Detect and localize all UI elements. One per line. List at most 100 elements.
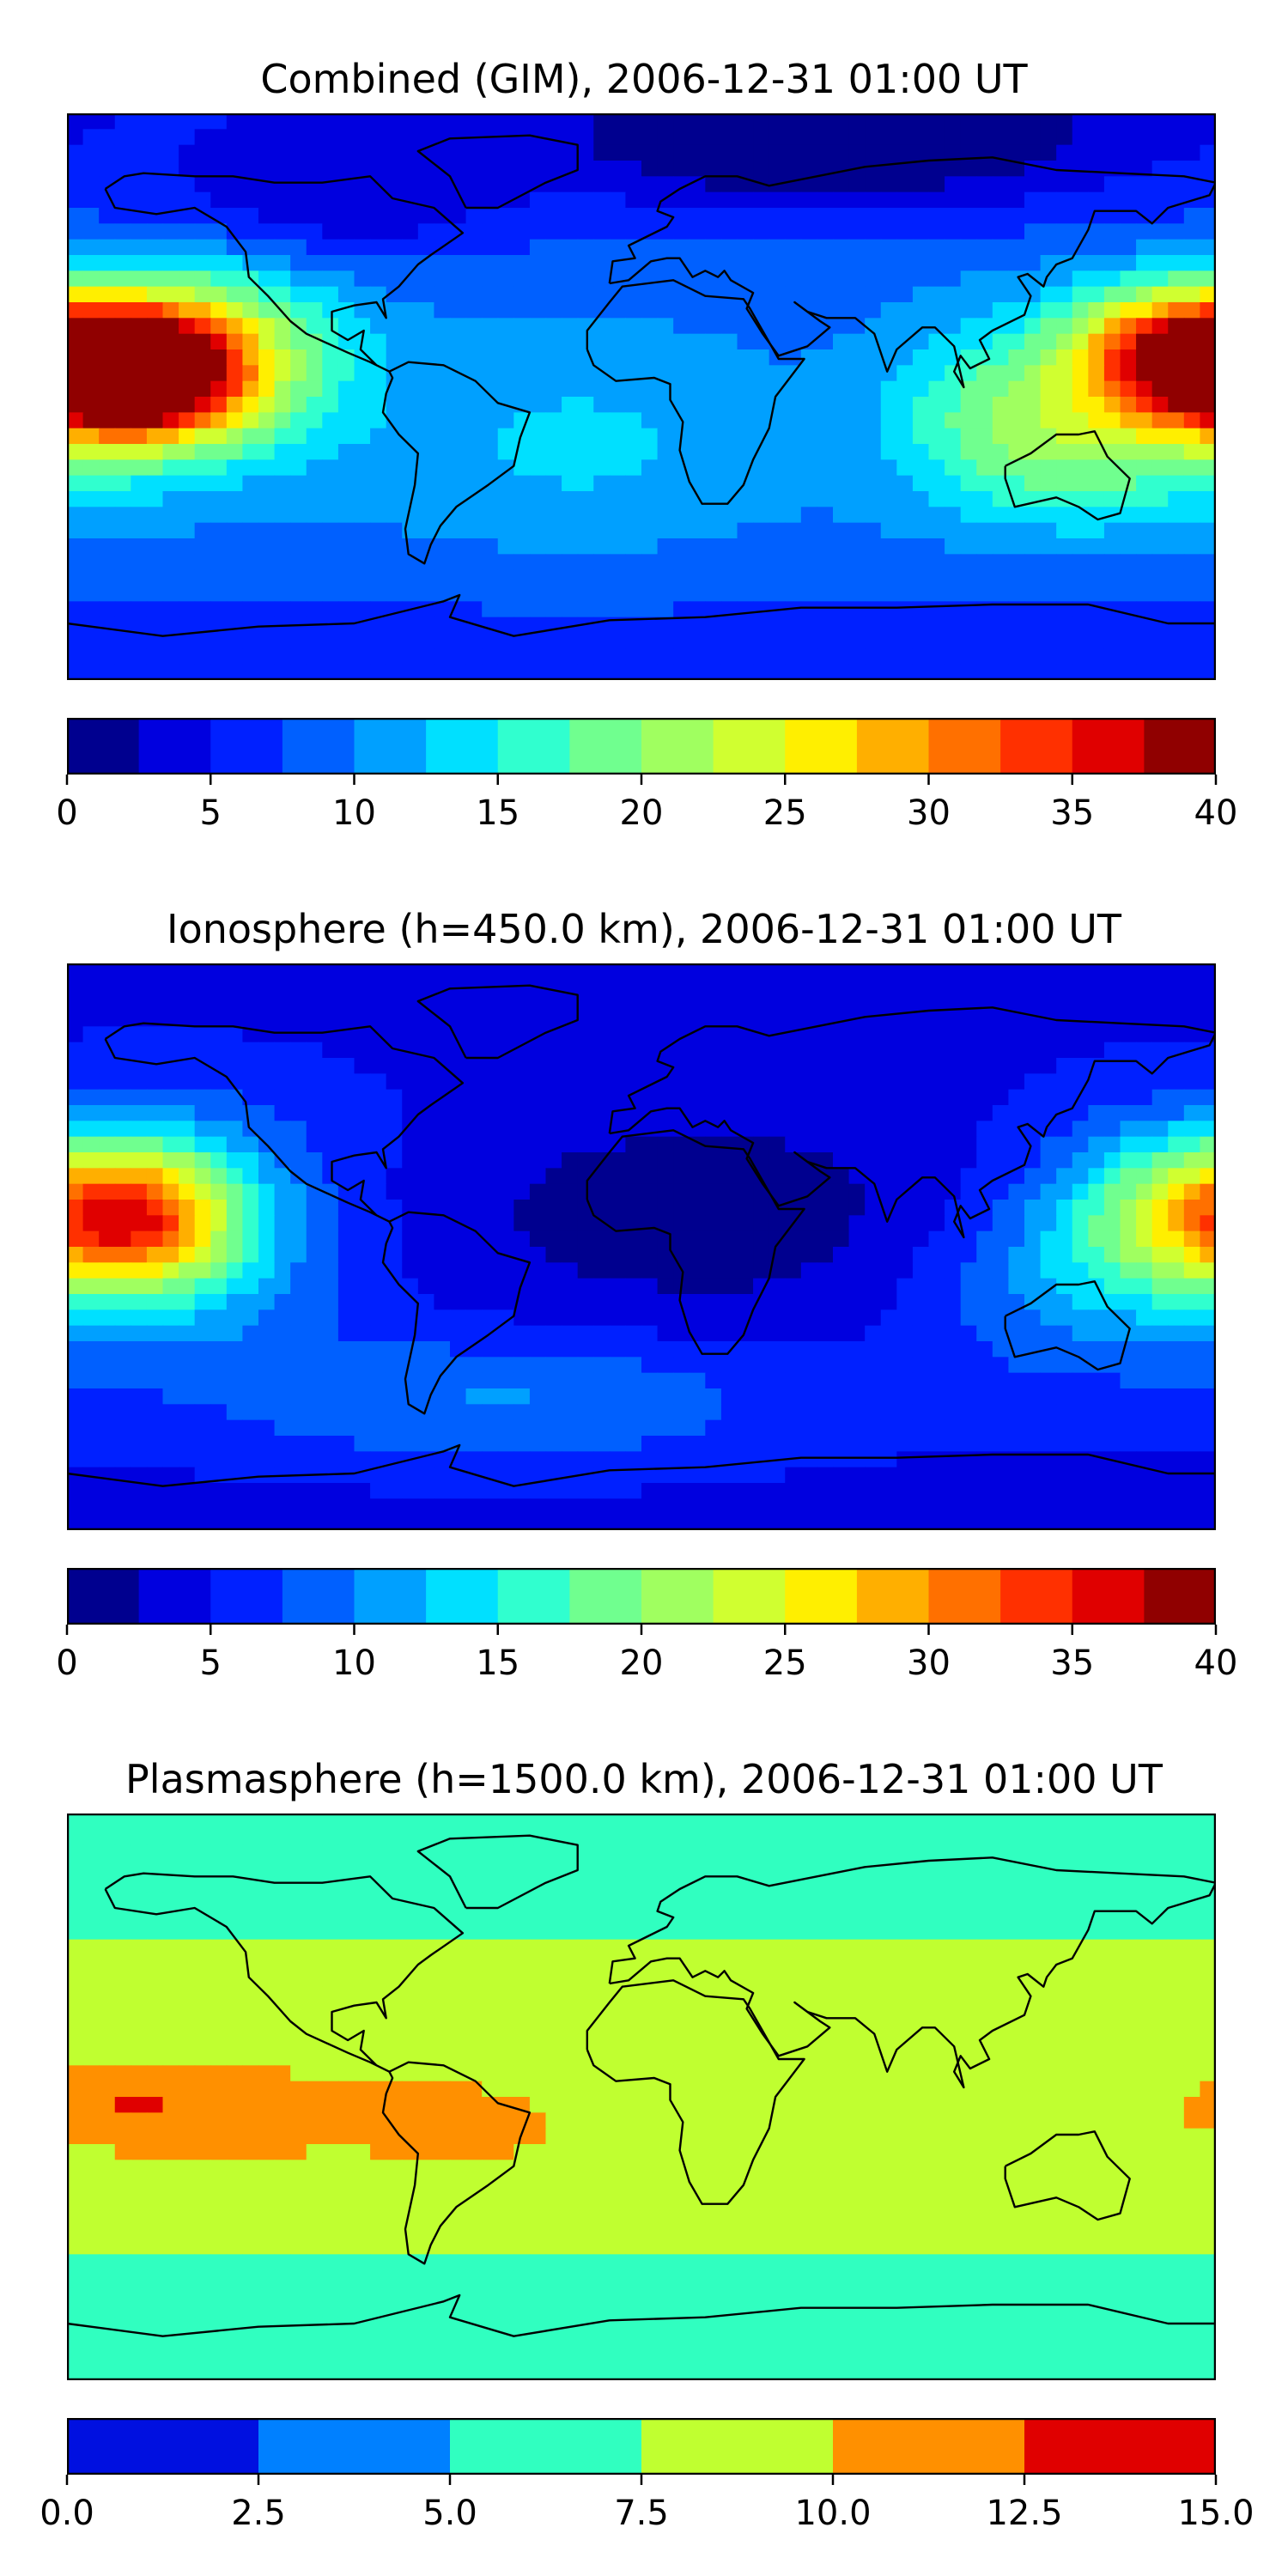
field-cell: [67, 1152, 84, 1169]
field-cell: [354, 1309, 371, 1327]
field-cell: [880, 1105, 897, 1121]
field-cell: [753, 1404, 770, 1421]
field-cell: [465, 1183, 483, 1200]
field-cell: [337, 223, 355, 240]
field-cell: [274, 1121, 291, 1138]
field-cell: [179, 286, 196, 303]
field-cell: [337, 161, 355, 177]
field-cell: [865, 1200, 882, 1216]
field-cell: [402, 648, 419, 665]
field-cell: [179, 586, 196, 602]
field-cell: [417, 1404, 435, 1421]
field-cell: [290, 586, 307, 602]
field-cell: [848, 1309, 866, 1327]
field-cell: [1056, 1058, 1073, 1074]
field-cell: [1151, 1152, 1169, 1169]
field-cell: [210, 979, 228, 996]
field-cell: [896, 664, 914, 680]
field-cell: [417, 1026, 435, 1043]
field-cell: [306, 1262, 323, 1279]
field-cell: [641, 1136, 659, 1153]
field-cell: [800, 1419, 818, 1437]
field-cell: [945, 1451, 962, 1468]
field-cell: [945, 1011, 962, 1027]
field-cell: [99, 475, 116, 492]
field-cell: [1151, 1230, 1169, 1248]
field-cell: [306, 1341, 323, 1358]
field-cell: [337, 302, 355, 319]
field-cell: [1008, 994, 1025, 1012]
field-cell: [402, 1262, 419, 1279]
field-cell: [896, 569, 914, 586]
field-cell: [833, 538, 850, 555]
field-cell: [1136, 1247, 1153, 1263]
field-cell: [800, 1105, 818, 1121]
field-cell: [194, 1136, 211, 1153]
field-cell: [625, 349, 642, 366]
field-cell: [370, 161, 387, 177]
field-cell: [1008, 1136, 1025, 1153]
field-cell: [417, 255, 435, 271]
field-cell: [976, 302, 993, 319]
field-cell: [434, 144, 451, 161]
field-cell: [179, 1215, 196, 1232]
field-cell: [194, 491, 211, 507]
field-cell: [82, 208, 100, 224]
field-cell: [434, 255, 451, 271]
coastlines: [67, 134, 1216, 637]
field-cell: [67, 1183, 84, 1200]
field-cell: [417, 176, 435, 193]
field-cell: [370, 569, 387, 586]
field-cell: [1200, 191, 1216, 209]
field-cell: [497, 444, 514, 460]
field-cell: [465, 1230, 483, 1248]
field-cell: [880, 1183, 897, 1200]
field-cell: [562, 1215, 579, 1232]
field-cell: [577, 1372, 594, 1389]
field-cell: [322, 507, 339, 524]
field-cell: [274, 333, 291, 350]
field-cell: [753, 161, 770, 177]
field-cell: [82, 1200, 100, 1216]
field-cell: [99, 161, 116, 177]
field-cell: [370, 1341, 387, 1358]
field-cell: [402, 239, 419, 256]
field-cell: [242, 144, 259, 161]
field-cell: [242, 1215, 259, 1232]
field-cell: [705, 569, 722, 586]
field-cell: [82, 1026, 100, 1043]
field-cell: [928, 507, 945, 524]
field-cell: [417, 397, 435, 413]
field-cell: [577, 1436, 594, 1452]
field-cell: [529, 1200, 547, 1216]
field-cell: [865, 1136, 882, 1153]
field-cell: [800, 113, 818, 130]
field-cell: [114, 1294, 131, 1310]
field-cell: [82, 239, 100, 256]
field-cell: [657, 444, 674, 460]
field-cell: [529, 428, 547, 445]
field-cell: [386, 491, 403, 507]
field-cell: [753, 1436, 770, 1452]
field-cell: [865, 397, 882, 413]
field-cell: [992, 1026, 1010, 1043]
field-cell: [689, 963, 706, 980]
field-cell: [210, 633, 228, 649]
field-cell: [545, 994, 562, 1012]
field-cell: [450, 1419, 467, 1437]
field-cell: [82, 569, 100, 586]
field-cell: [562, 1341, 579, 1358]
field-cell: [402, 270, 419, 288]
field-cell: [945, 569, 962, 586]
field-cell: [1103, 161, 1121, 177]
field-cell: [370, 507, 387, 524]
field-cell: [928, 1247, 945, 1263]
field-cell: [1168, 475, 1185, 492]
field-cell: [848, 302, 866, 319]
field-cell: [290, 1357, 307, 1374]
field-cell: [1200, 270, 1216, 288]
field-cell: [657, 507, 674, 524]
field-cell: [179, 554, 196, 571]
field-cell: [99, 963, 116, 980]
field-cell: [274, 979, 291, 996]
